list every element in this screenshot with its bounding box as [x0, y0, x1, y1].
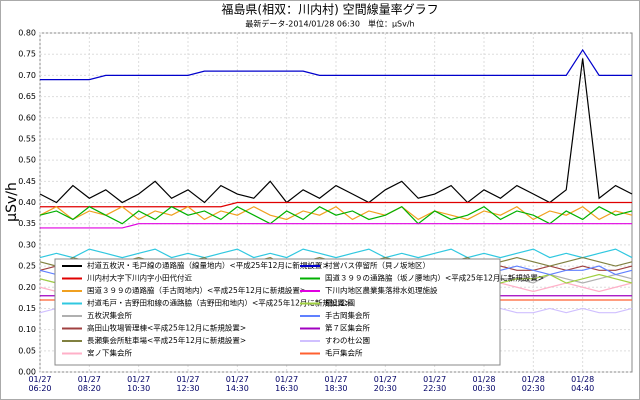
legend: 村道五枚沢・毛戸線の通路脇（線量地内）<平成25年12月に新規設置> 川内村大字下…: [54, 258, 544, 366]
x-tick-label: 01/27 06:20: [28, 375, 52, 393]
series-line: [39, 206, 633, 225]
y-tick-label: 0.80: [18, 29, 36, 38]
legend-label: 鍋山公園: [325, 298, 355, 308]
y-tick-label: 0.15: [18, 304, 36, 313]
legend-label: 毛戸集会所: [325, 348, 363, 358]
legend-label: 宮ノ下集会所: [87, 348, 132, 358]
legend-label: 手古岡集会所: [325, 310, 370, 320]
legend-label: 第７区集会所: [325, 323, 370, 333]
legend-label: 国道３９９の通路脇（手古岡地内）<平成25年12月に新規設置>: [87, 285, 306, 295]
x-tick-label: 01/28 02:30: [521, 375, 545, 393]
y-tick-label: 0.60: [18, 113, 36, 122]
x-tick-label: 01/27 20:30: [373, 375, 397, 393]
legend-label: 川内村大字下川内字小田代付近: [87, 273, 192, 283]
series-line: [39, 206, 633, 221]
y-tick-label: 0.05: [18, 346, 36, 355]
series-line: [39, 248, 633, 259]
legend-label: 高田山牧場管理棟<平成25年12月に新規設置>: [87, 323, 246, 333]
x-tick-label: 01/27 10:30: [127, 375, 151, 393]
y-tick-label: 0.55: [18, 134, 36, 143]
series-line: [39, 58, 633, 204]
y-tick-label: 0.25: [18, 262, 36, 271]
y-tick-label: 0.00: [18, 368, 36, 377]
y-tick-label: 0.45: [18, 177, 36, 186]
y-tick-label: 0.50: [18, 156, 36, 165]
legend-box: [54, 258, 501, 366]
legend-label: 五枚沢集会所: [87, 310, 132, 320]
y-tick-label: 0.65: [18, 92, 36, 101]
x-tick-label: 01/27 08:20: [77, 375, 101, 393]
x-tick-label: 01/27 12:30: [176, 375, 200, 393]
x-tick-label: 01/27 22:30: [423, 375, 447, 393]
y-tick-label: 0.30: [18, 240, 36, 249]
chart-title: 福島県(相双：川内村) 空間線量率グラフ: [221, 2, 438, 17]
series-line: [40, 201, 632, 208]
x-tick-label: 01/27 16:30: [275, 375, 299, 393]
x-tick-label: 01/28 00:30: [472, 375, 496, 393]
legend-label: 国道３９９の通路脇（坂ノ腰地内）<平成25年12月に新規設置>: [325, 273, 544, 283]
y-axis-label: μSv/h: [4, 182, 20, 222]
legend-label: 村道五枚沢・毛戸線の通路脇（線量地内）<平成25年12月に新規設置>: [87, 260, 329, 270]
y-tick-label: 0.70: [18, 71, 36, 80]
series-line: [40, 223, 632, 229]
y-tick-label: 0.75: [18, 50, 36, 59]
y-tick-label: 0.35: [18, 219, 36, 228]
legend-label: すわの杜公園: [325, 335, 370, 345]
x-tick-label: 01/28 04:40: [571, 375, 595, 393]
legend-label: 村道毛戸・吉野田和線の通路脇（吉野田和地内）<平成25年12月に新規設置>: [87, 298, 351, 308]
x-tick-label: 01/27 18:30: [324, 375, 348, 393]
legend-label: 村営バス停留所（貝ノ坂地区）: [325, 260, 430, 270]
y-tick-label: 0.40: [18, 198, 36, 207]
x-tick-label: 01/27 14:30: [225, 375, 249, 393]
legend-label: 下川内地区農業集落排水処理施設: [325, 285, 438, 295]
y-tick-label: 0.20: [18, 283, 36, 292]
y-tick-label: 0.10: [18, 325, 36, 334]
legend-label: 長瀬集会所駐車場<平成25年12月に新規設置>: [87, 335, 246, 345]
chart-subtitle: 最新データ-2014/01/28 06:30 単位：μSv/h: [245, 19, 414, 29]
series-line: [40, 48, 632, 81]
